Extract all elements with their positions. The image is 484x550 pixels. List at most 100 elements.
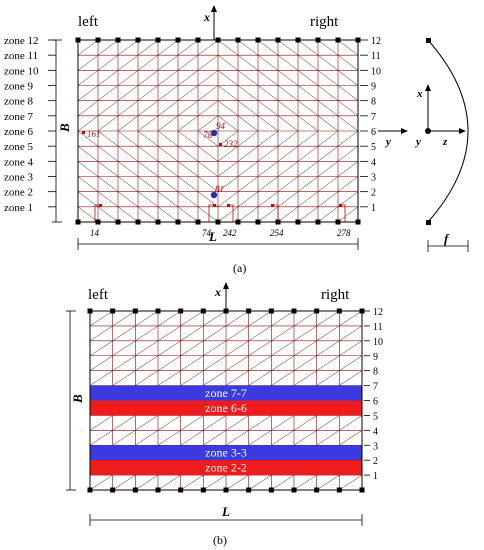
zone-label-left: zone 8 bbox=[4, 96, 34, 108]
mesh-a-diagonal bbox=[337, 161, 359, 177]
mesh-a-node-bottom bbox=[315, 219, 321, 225]
mesh-a-node-top bbox=[255, 37, 261, 43]
mesh-a-diagonal bbox=[297, 54, 319, 71]
mesh-a-diagonal bbox=[257, 191, 279, 208]
mesh-a-diagonal bbox=[117, 176, 139, 192]
mesh-b-diagonal bbox=[339, 474, 363, 491]
node-marker-232 bbox=[219, 143, 222, 146]
mesh-a-diagonal bbox=[237, 130, 259, 147]
leader-node-278 bbox=[339, 204, 342, 207]
zone-band-label: zone 6-6 bbox=[205, 401, 247, 415]
mesh-a-diagonal bbox=[337, 70, 359, 86]
mesh-a-diagonal bbox=[257, 54, 279, 71]
mesh-b-diagonal bbox=[316, 430, 340, 446]
mesh-a-diagonal bbox=[117, 130, 139, 147]
mesh-b-diagonal bbox=[203, 340, 227, 356]
mesh-a-node-top bbox=[235, 37, 241, 43]
mesh-b-node-top bbox=[314, 308, 320, 314]
mesh-a-diagonal bbox=[297, 161, 319, 177]
mesh-b-diagonal bbox=[203, 474, 227, 491]
mesh-b-diagonal bbox=[112, 310, 136, 327]
mesh-a-diagonal bbox=[257, 130, 279, 147]
mesh-b-node-top bbox=[200, 308, 206, 314]
mesh-a-diagonal bbox=[77, 54, 99, 71]
mesh-a-diagonal bbox=[337, 39, 359, 56]
right-ticks-a: 12 11 10 9 8 7 6 5 4 3 2 1 bbox=[360, 36, 381, 214]
right-tick-label: 2 bbox=[371, 188, 376, 199]
mesh-a-diagonal bbox=[157, 206, 179, 223]
dim-L-label-a: L bbox=[208, 229, 217, 244]
node-label-94: 94 bbox=[216, 121, 226, 131]
mesh-b-diagonal bbox=[225, 474, 249, 491]
side-view: x z y y f bbox=[378, 38, 469, 252]
mesh-a-diagonal bbox=[237, 115, 259, 132]
mesh-a-diagonal bbox=[137, 100, 159, 117]
mesh-a-diagonal bbox=[177, 145, 199, 162]
right-tick-label: 5 bbox=[373, 411, 378, 422]
mesh-b-diagonal bbox=[225, 340, 249, 356]
mesh-a-diagonal bbox=[217, 54, 239, 71]
mesh-a-diagonal bbox=[217, 176, 239, 192]
mesh-b-diagonal bbox=[180, 430, 204, 446]
mesh-b-diagonal bbox=[339, 415, 363, 431]
caption-a: (a) bbox=[233, 261, 246, 275]
bottom-label-278: 278 bbox=[337, 228, 351, 238]
right-tick-label: 9 bbox=[371, 82, 376, 93]
mesh-b-diagonal bbox=[157, 430, 181, 446]
mesh-b-diagonal bbox=[135, 370, 159, 386]
node-label-78: 78 bbox=[203, 130, 213, 140]
zone-band-label: zone 3-3 bbox=[205, 446, 247, 460]
mesh-a-diagonal bbox=[97, 191, 119, 208]
mesh-a-diagonal bbox=[217, 70, 239, 86]
mesh-b-diagonal bbox=[225, 325, 249, 342]
mesh-a-diagonal bbox=[197, 54, 219, 71]
mesh-a-diagonal bbox=[197, 85, 219, 101]
mesh-b-node-bottom bbox=[155, 487, 161, 493]
mesh-a-diagonal bbox=[137, 176, 159, 192]
label-right-a: right bbox=[310, 14, 339, 30]
mesh-a-diagonal bbox=[297, 70, 319, 86]
mesh-a-diagonal bbox=[177, 115, 199, 132]
mesh-a-diagonal bbox=[317, 70, 339, 86]
mesh-a-node-bottom bbox=[155, 219, 161, 225]
node-marker-78 bbox=[210, 129, 218, 137]
mesh-b-node-top bbox=[336, 308, 342, 314]
side-origin bbox=[425, 128, 431, 134]
mesh-a-diagonal bbox=[177, 206, 199, 223]
leader-278 bbox=[340, 204, 346, 222]
mesh-b-diagonal bbox=[157, 340, 181, 356]
mesh-b-diagonal bbox=[112, 325, 136, 342]
mesh-a-diagonal bbox=[157, 39, 179, 56]
mesh-b-node-bottom bbox=[336, 487, 342, 493]
mesh-a-node-top bbox=[115, 37, 121, 43]
mesh-b-diagonal bbox=[248, 370, 272, 386]
mesh-b-diagonal bbox=[271, 370, 295, 386]
mesh-b-diagonal bbox=[203, 355, 227, 371]
mesh-a-diagonal bbox=[117, 54, 139, 71]
mesh-b-diagonal bbox=[89, 474, 113, 491]
right-tick-label: 8 bbox=[371, 97, 376, 108]
right-tick-label: 11 bbox=[373, 322, 383, 333]
mesh-a-diagonal bbox=[217, 191, 239, 208]
mesh-a-diagonal bbox=[177, 191, 199, 208]
mesh-a-node-bottom bbox=[195, 219, 201, 225]
mesh-a-diagonal bbox=[197, 115, 219, 132]
x-axis-arrowhead-a bbox=[211, 5, 217, 12]
leader-14 bbox=[94, 204, 100, 222]
right-tick-label: 3 bbox=[371, 173, 376, 184]
mesh-b-diagonal bbox=[225, 355, 249, 371]
leader-node-14 bbox=[99, 204, 102, 207]
mesh-a-diagonal bbox=[257, 100, 279, 117]
right-tick-label: 1 bbox=[373, 471, 378, 482]
mesh-b-node-bottom bbox=[291, 487, 297, 493]
mesh-a-diagonal bbox=[237, 145, 259, 162]
mesh-a-diagonal bbox=[157, 176, 179, 192]
mesh-a-diagonal bbox=[97, 130, 119, 147]
side-z-arrowhead bbox=[459, 128, 466, 134]
x-axis-arrowhead-b bbox=[223, 282, 229, 289]
mesh-a-diagonal bbox=[157, 161, 179, 177]
mesh-a-diagonal bbox=[257, 161, 279, 177]
arch-node-bottom bbox=[426, 220, 431, 225]
mesh-a-node-bottom bbox=[295, 219, 301, 225]
